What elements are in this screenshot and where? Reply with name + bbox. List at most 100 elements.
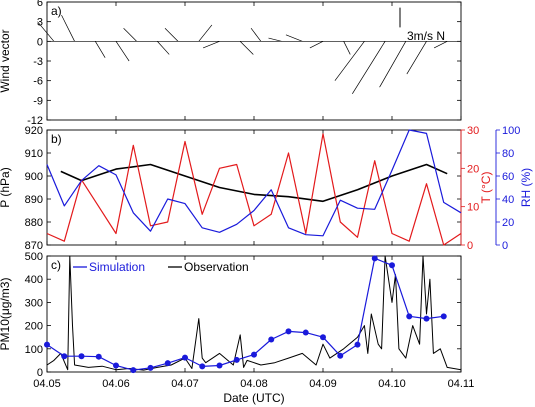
- simulation-point: [389, 262, 395, 269]
- simulation-point: [233, 356, 240, 363]
- rh-axis-tick-label: 80: [502, 148, 514, 160]
- y-axis-label-pm10: PM10(μg/m3): [0, 278, 12, 351]
- wind-vector: [379, 41, 407, 88]
- rh-axis-tick-label: 0: [502, 240, 508, 252]
- y-tick-label: 870: [25, 240, 43, 252]
- legend-label-simulation: Simulation: [89, 260, 145, 274]
- y-tick-label: 880: [25, 217, 43, 229]
- y-tick-label: 500: [25, 251, 43, 263]
- rh-axis-tick-label: 60: [502, 171, 514, 183]
- x-tick-label: 04.08: [240, 378, 268, 390]
- wind-vector: [309, 41, 324, 49]
- rh-axis-tick-label: 20: [502, 217, 514, 229]
- y-tick-label: -6: [33, 76, 43, 88]
- observation-line: [46, 255, 462, 371]
- wind-vector: [164, 27, 179, 42]
- legend-label-observation: Observation: [184, 260, 249, 274]
- simulation-point: [320, 334, 326, 341]
- simulation-point: [44, 341, 50, 348]
- y-tick-label: 100: [25, 344, 43, 356]
- y-axis-label-rh: RH (%): [519, 168, 533, 207]
- simulation-point: [164, 360, 171, 367]
- y-tick-label: 400: [25, 274, 43, 286]
- simulation-point: [113, 362, 119, 369]
- x-tick-label: 04.07: [171, 378, 199, 390]
- panel-label-b: b): [51, 132, 62, 146]
- wind-vector: [198, 24, 213, 42]
- temp-axis-tick-label: 10: [467, 202, 479, 214]
- y-tick-label: 890: [25, 194, 43, 206]
- wind-vector: [123, 27, 137, 42]
- simulation-point: [354, 341, 361, 348]
- humidity-line: [46, 129, 462, 237]
- simulation-point: [216, 362, 223, 369]
- wind-vector: [250, 28, 262, 42]
- y-tick-label: 3: [37, 17, 43, 29]
- y-axis-label-wind: Wind vector: [0, 29, 12, 92]
- simulation-point: [337, 352, 344, 359]
- y-tick-label: -9: [33, 95, 43, 107]
- temp-axis-tick-label: 30: [467, 125, 479, 137]
- panel-label-c: c): [51, 258, 61, 272]
- simulation-point: [182, 354, 188, 361]
- y-axis-label-temp: T (°C): [479, 172, 493, 204]
- temp-axis-tick-label: 0: [467, 240, 473, 252]
- x-tick-label: 04.10: [378, 378, 406, 390]
- wind-vector: [406, 41, 427, 75]
- y-tick-label: -3: [33, 56, 43, 68]
- x-tick-label: 04.09: [309, 378, 337, 390]
- panel-label-a: a): [51, 4, 62, 18]
- wind-vector: [268, 37, 282, 42]
- temperature-line: [46, 133, 462, 246]
- simulation-point: [302, 329, 309, 336]
- legend-text: 3m/s N: [407, 29, 445, 43]
- x-tick-label: 04.11: [448, 378, 475, 390]
- wind-vector: [115, 41, 130, 62]
- simulation-point: [423, 315, 430, 322]
- simulation-point: [371, 255, 378, 262]
- y-tick-label: 0: [37, 36, 43, 48]
- wind-vector: [61, 14, 75, 42]
- simulation-point: [285, 328, 292, 335]
- simulation-point: [61, 353, 68, 360]
- y-tick-label: 900: [25, 171, 43, 183]
- simulation-point: [78, 353, 85, 360]
- y-axis-label-pressure: P (hPa): [0, 167, 12, 207]
- simulation-point: [130, 367, 137, 374]
- y-tick-label: -12: [27, 115, 43, 127]
- y-tick-label: 300: [25, 297, 43, 309]
- simulation-point: [268, 336, 275, 343]
- rh-axis-tick-label: 40: [502, 194, 514, 206]
- y-tick-label: 920: [25, 125, 43, 137]
- wind-vector: [157, 41, 170, 55]
- x-tick-label: 04.05: [33, 378, 61, 390]
- simulation-point: [440, 313, 447, 320]
- wind-vector: [202, 41, 220, 49]
- x-tick-label: 04.06: [102, 378, 130, 390]
- wind-vector: [37, 21, 55, 42]
- wind-vector: [343, 41, 351, 55]
- y-tick-label: 910: [25, 148, 43, 160]
- y-tick-label: 0: [37, 367, 43, 379]
- pressure-line: [60, 163, 448, 203]
- rh-axis-tick-label: 100: [502, 125, 520, 137]
- simulation-point: [251, 351, 257, 358]
- simulation-point: [147, 364, 154, 371]
- simulation-point: [199, 363, 206, 370]
- y-tick-label: 200: [25, 321, 43, 333]
- wind-vector: [239, 41, 254, 55]
- wind-vector: [94, 41, 106, 58]
- wind-vector: [334, 41, 365, 81]
- simulation-line: [46, 257, 444, 371]
- wind-vector: [285, 34, 303, 42]
- y-tick-label: 6: [37, 0, 43, 9]
- x-axis-label: Date (UTC): [223, 391, 284, 405]
- simulation-point: [95, 353, 102, 360]
- simulation-point: [406, 313, 413, 320]
- wind-vector: [352, 41, 386, 94]
- temp-axis-tick-label: 20: [467, 163, 479, 175]
- wind-vector: [433, 41, 448, 49]
